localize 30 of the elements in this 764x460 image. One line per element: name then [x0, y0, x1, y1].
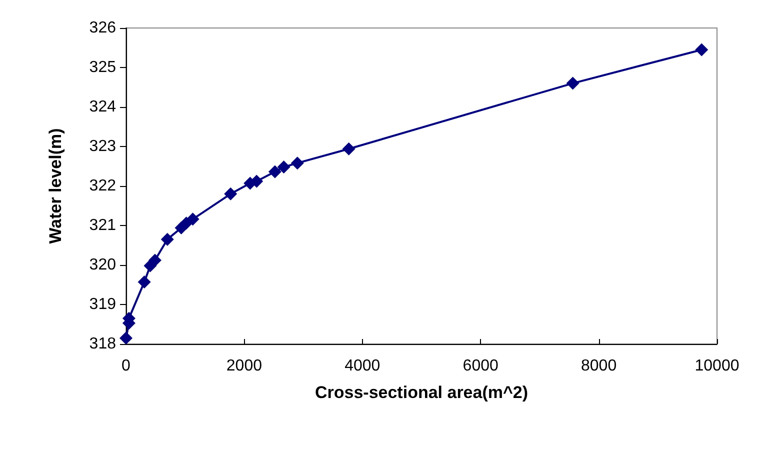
- y-tick-label: 324: [89, 98, 116, 116]
- point: [566, 76, 580, 90]
- y-tick-label: 318: [89, 336, 116, 352]
- x-tick-label: 8000: [581, 358, 617, 374]
- point: [695, 43, 708, 56]
- point: [250, 174, 264, 188]
- y-tick-label: 319: [89, 296, 116, 313]
- y-tick-label: 320: [89, 256, 116, 274]
- point: [160, 232, 174, 246]
- x-tick-label: 6000: [462, 358, 498, 374]
- y-tick-label: 325: [89, 59, 116, 76]
- y-tick-label: 322: [89, 178, 116, 194]
- y-axis-title: Water level(m): [46, 128, 65, 244]
- point: [138, 275, 151, 288]
- x-tick-label: 4000: [344, 358, 380, 374]
- point: [186, 212, 200, 226]
- x-axis-title: Cross-sectional area(m^2): [314, 383, 528, 402]
- point: [268, 165, 282, 178]
- x-tick-label: 2000: [226, 358, 262, 374]
- x-tick-label: 0: [122, 358, 131, 374]
- point: [342, 142, 356, 156]
- x-tick-label: 10000: [694, 358, 740, 374]
- point: [290, 156, 304, 170]
- y-tick-label: 326: [89, 20, 116, 36]
- point: [148, 254, 162, 267]
- point: [120, 332, 132, 345]
- point: [277, 160, 290, 174]
- point: [224, 187, 238, 200]
- y-tick-label: 323: [89, 138, 116, 155]
- y-tick-label: 321: [89, 217, 116, 234]
